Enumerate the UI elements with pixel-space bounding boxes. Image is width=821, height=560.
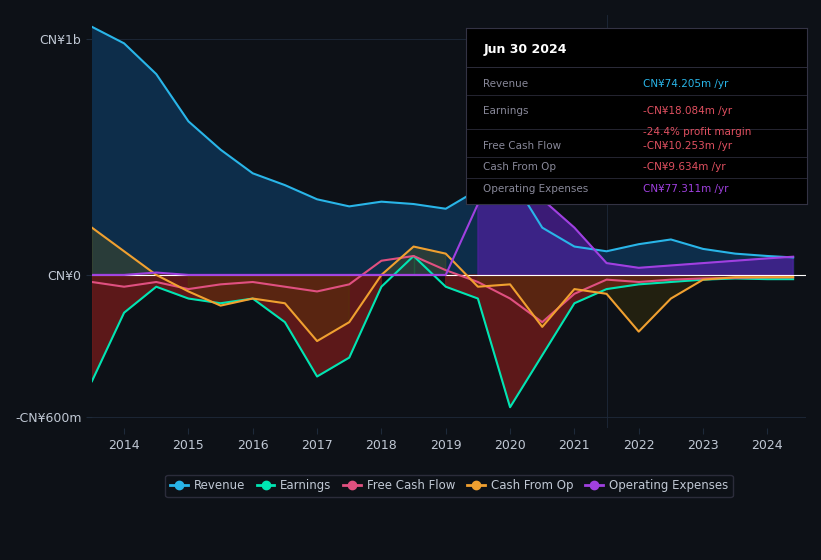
Text: Earnings: Earnings [484,106,529,116]
Text: -24.4% profit margin: -24.4% profit margin [644,127,752,137]
Text: Free Cash Flow: Free Cash Flow [484,141,562,151]
Text: Revenue: Revenue [484,80,529,90]
Text: Cash From Op: Cash From Op [484,162,557,172]
Text: CN¥74.205m /yr: CN¥74.205m /yr [644,80,729,90]
Text: Jun 30 2024: Jun 30 2024 [484,43,566,55]
Text: -CN¥10.253m /yr: -CN¥10.253m /yr [644,141,732,151]
Text: -CN¥18.084m /yr: -CN¥18.084m /yr [644,106,732,116]
Text: -CN¥9.634m /yr: -CN¥9.634m /yr [644,162,726,172]
Text: Operating Expenses: Operating Expenses [484,184,589,194]
Legend: Revenue, Earnings, Free Cash Flow, Cash From Op, Operating Expenses: Revenue, Earnings, Free Cash Flow, Cash … [165,474,733,497]
Text: CN¥77.311m /yr: CN¥77.311m /yr [644,184,729,194]
